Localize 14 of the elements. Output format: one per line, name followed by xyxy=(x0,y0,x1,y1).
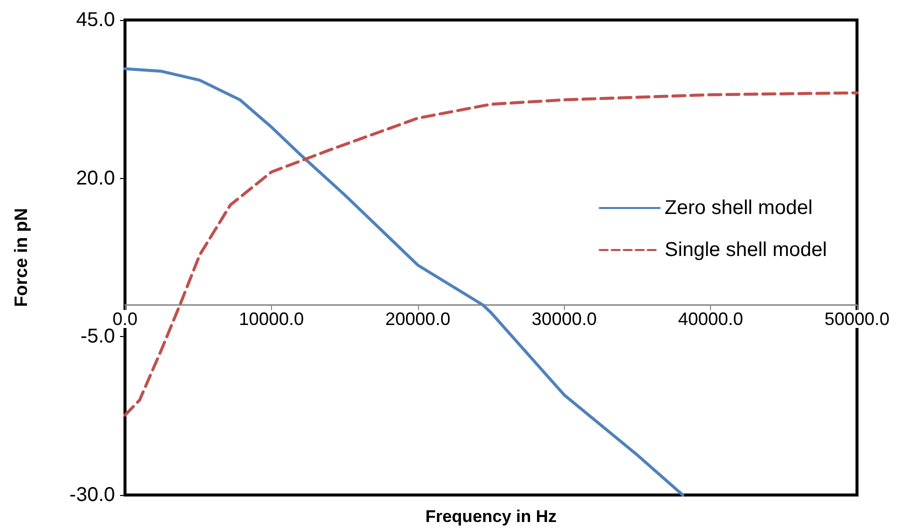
x-tick-label: 10000.0 xyxy=(238,309,304,329)
legend-label: Single shell model xyxy=(664,239,828,261)
x-tick-label: 40000.0 xyxy=(678,309,744,329)
y-tick-label: 45.0 xyxy=(76,9,115,31)
y-tick-label: -30.0 xyxy=(69,484,115,506)
y-axis-title: Force in pN xyxy=(11,208,31,308)
y-tick-label: 20.0 xyxy=(76,167,115,190)
x-tick-label: 20000.0 xyxy=(385,309,450,329)
x-tick-label: 50000.0 xyxy=(824,309,890,329)
x-tick-label: 0.0 xyxy=(112,309,138,329)
x-tick-label: 30000.0 xyxy=(532,309,597,329)
x-axis-title: Frequency in Hz xyxy=(425,507,557,526)
legend-label: Zero shell model xyxy=(664,197,813,219)
y-tick-label: -5.0 xyxy=(80,326,115,348)
